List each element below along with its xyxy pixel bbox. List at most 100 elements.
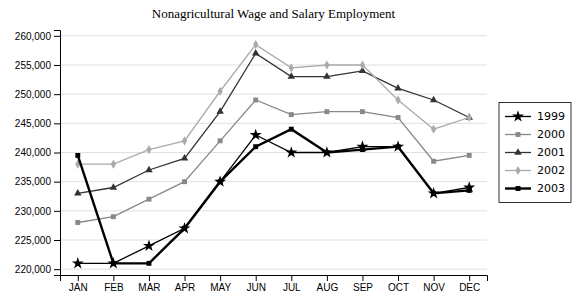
series-marker	[252, 49, 259, 55]
series-marker	[147, 197, 152, 202]
legend-label: 1999	[537, 110, 565, 123]
legend-marker	[515, 166, 520, 175]
series-line	[78, 53, 469, 193]
y-tick-mark	[54, 211, 60, 212]
grid	[60, 36, 487, 269]
series-marker	[396, 115, 401, 120]
series-marker	[147, 261, 152, 266]
x-tick-label: JUL	[283, 282, 301, 293]
x-tick: MAY	[210, 275, 231, 293]
series-marker	[216, 107, 223, 113]
series-marker	[467, 153, 472, 158]
grid-line	[60, 240, 487, 241]
x-tick-label: JUN	[246, 282, 265, 293]
series-marker	[253, 144, 258, 149]
x-tick-label: MAY	[210, 282, 231, 293]
legend-label: 2001	[537, 146, 565, 159]
series-marker	[75, 220, 80, 225]
series-marker	[360, 109, 365, 114]
legend-frame	[499, 103, 571, 203]
x-tick-mark	[256, 275, 257, 281]
series-marker	[323, 72, 330, 78]
series-marker	[146, 145, 151, 154]
x-tick-label: SEP	[353, 282, 373, 293]
x-tick-label: JAN	[69, 282, 88, 293]
y-tick: 220,000	[15, 264, 60, 275]
x-tick: MAR	[138, 275, 160, 293]
series-marker	[74, 189, 81, 195]
chart: 220,000225,000230,000235,000240,000245,0…	[0, 0, 577, 301]
legend-item: 2002	[505, 164, 565, 177]
grid-line	[60, 152, 487, 153]
y-tick-label: 240,000	[15, 147, 52, 158]
series-marker	[467, 113, 472, 122]
title: Nonagricultural Wage and Salary Employme…	[152, 6, 396, 21]
y-tick-label: 220,000	[15, 264, 52, 275]
x-tick-label: MAR	[138, 282, 160, 293]
series	[75, 40, 472, 169]
series	[75, 127, 471, 266]
y-tick: 230,000	[15, 206, 60, 217]
series-marker	[250, 129, 262, 140]
series-line	[78, 45, 469, 165]
legend-item: 1999	[505, 110, 565, 123]
x-tick-label: APR	[175, 282, 196, 293]
y-tick-mark	[54, 65, 60, 66]
series-marker	[324, 60, 329, 69]
series	[74, 49, 473, 195]
series-marker	[288, 72, 295, 78]
y-tick-label: 260,000	[15, 31, 52, 42]
x-axis: JANFEBMARAPRMAYJUNJULAUGSEPOCTNOVDEC	[61, 275, 488, 293]
series-marker	[75, 153, 80, 158]
series-marker	[360, 147, 365, 152]
series-marker	[253, 98, 258, 103]
x-tick: JAN	[69, 275, 88, 293]
x-tick: DEC	[459, 275, 480, 293]
series-marker	[217, 87, 222, 96]
y-axis-line	[54, 31, 61, 276]
x-tick-label: FEB	[104, 282, 124, 293]
series-marker	[182, 179, 187, 184]
y-tick-mark	[54, 36, 60, 37]
series-marker	[72, 257, 84, 268]
series-marker	[431, 159, 436, 164]
series-marker	[289, 63, 294, 72]
y-tick-mark	[54, 123, 60, 124]
legend-label: 2002	[537, 164, 565, 177]
x-tick-mark	[469, 275, 470, 281]
series-marker	[360, 60, 365, 69]
x-tick-mark	[398, 275, 399, 281]
grid-line	[60, 35, 487, 36]
y-tick-mark	[54, 269, 60, 270]
legend: 19992000200120022003	[499, 103, 571, 203]
series	[75, 98, 471, 225]
y-tick: 235,000	[15, 176, 60, 187]
x-tick-mark	[434, 275, 435, 281]
series-marker	[111, 261, 116, 266]
y-tick: 225,000	[15, 235, 60, 246]
series-marker	[182, 226, 187, 231]
x-tick-label: DEC	[459, 282, 480, 293]
grid-line	[60, 94, 487, 95]
y-tick-label: 230,000	[15, 206, 52, 217]
legend-label: 2003	[537, 182, 565, 195]
y-tick: 255,000	[15, 60, 60, 71]
x-tick: SEP	[353, 275, 373, 293]
grid-line	[60, 269, 487, 270]
y-tick: 240,000	[15, 147, 60, 158]
x-tick-mark	[220, 275, 221, 281]
series-group	[72, 40, 475, 268]
x-tick: OCT	[388, 275, 409, 293]
series-marker	[145, 166, 152, 172]
series-marker	[181, 154, 188, 160]
y-tick-label: 225,000	[15, 235, 52, 246]
series-marker	[395, 95, 400, 104]
x-tick: APR	[175, 275, 196, 293]
x-tick-mark	[327, 275, 328, 281]
x-tick-mark	[78, 275, 79, 281]
y-tick-label: 235,000	[15, 176, 52, 187]
y-tick-mark	[54, 94, 60, 95]
series-marker	[253, 40, 258, 49]
y-tick-label: 255,000	[15, 60, 52, 71]
grid-line	[60, 123, 487, 124]
